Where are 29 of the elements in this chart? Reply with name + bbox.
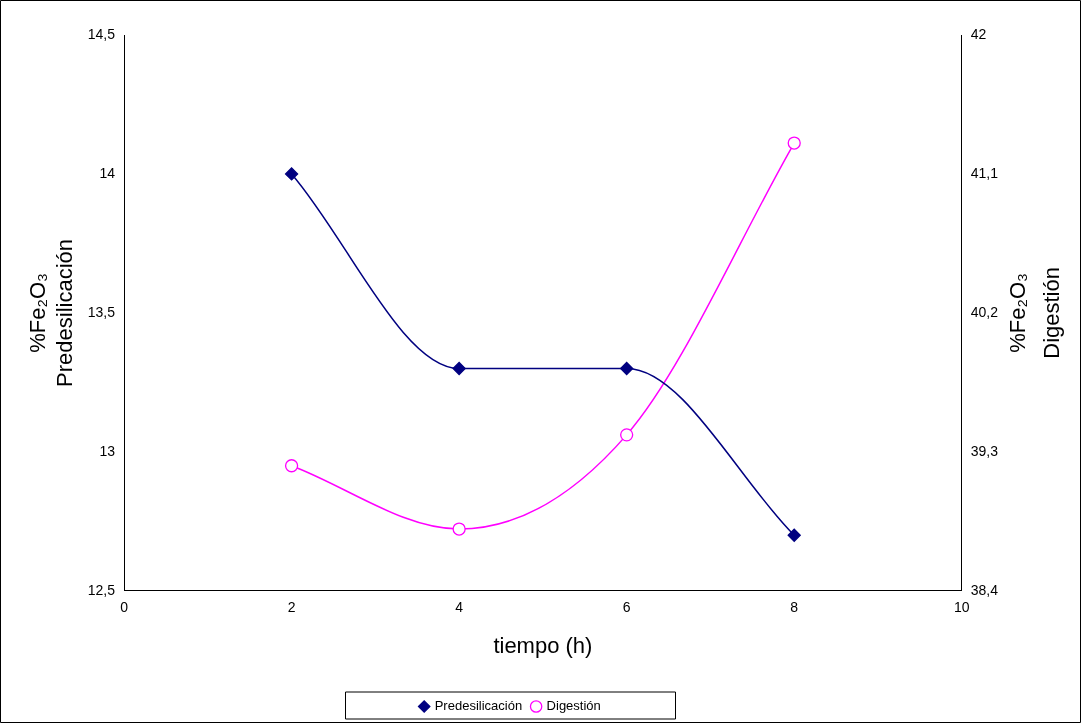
point: [787, 136, 801, 150]
point: [620, 361, 634, 376]
point: [787, 528, 801, 542]
y2-tick-label: 40,2: [970, 303, 999, 320]
legend-label: Digestión: [546, 698, 601, 714]
x-tick-label: 6: [622, 599, 631, 616]
point: [620, 428, 634, 442]
y-axis-title: %Fe₂O₃ Predesilicación: [25, 238, 77, 387]
point: [284, 167, 299, 181]
point: [284, 459, 299, 473]
point: [452, 522, 466, 536]
y-tick-label: 13: [99, 442, 116, 459]
x-axis-title: tiempo (h): [493, 632, 593, 658]
x-tick-label: 0: [120, 599, 129, 616]
x-tick-label: 8: [790, 599, 799, 616]
y2-tick-label: 41,1: [970, 164, 999, 181]
legend-label: Predesilicación: [434, 698, 523, 714]
x-tick-label: 2: [287, 599, 296, 616]
y-tick-label: 13,5: [87, 303, 116, 320]
y-tick-label: 12,5: [87, 581, 116, 598]
y2-tick-label: 38,4: [970, 581, 999, 598]
y2-axis-title: %Fe₂O₃ Digestión: [1005, 267, 1065, 359]
y2-tick-label: 39,3: [970, 442, 999, 459]
y-tick-label: 14: [99, 164, 116, 181]
x-tick-label: 4: [455, 599, 464, 616]
y-tick-label: 14,5: [87, 25, 116, 42]
y2-tick-label: 42: [970, 25, 987, 42]
point: [452, 361, 466, 376]
x-tick-label: 10: [953, 599, 970, 616]
